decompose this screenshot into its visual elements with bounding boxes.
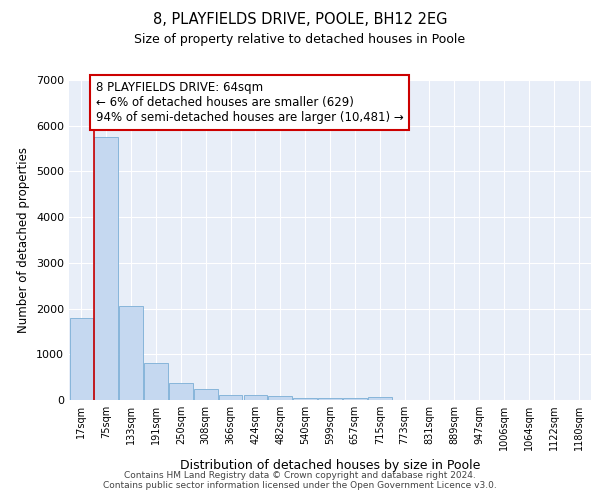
Bar	[144, 362, 168, 400]
Bar	[368, 397, 392, 400]
Y-axis label: Number of detached properties: Number of detached properties	[17, 147, 31, 333]
Text: 8 PLAYFIELDS DRIVE: 64sqm
← 6% of detached houses are smaller (629)
94% of semi-: 8 PLAYFIELDS DRIVE: 64sqm ← 6% of detach…	[96, 82, 404, 124]
Bar	[318, 398, 342, 400]
Bar	[194, 390, 218, 400]
Bar	[94, 137, 118, 400]
Bar	[219, 395, 242, 400]
Bar	[268, 396, 292, 400]
Bar	[293, 398, 317, 400]
Bar	[119, 306, 143, 400]
Text: 8, PLAYFIELDS DRIVE, POOLE, BH12 2EG: 8, PLAYFIELDS DRIVE, POOLE, BH12 2EG	[153, 12, 447, 28]
X-axis label: Distribution of detached houses by size in Poole: Distribution of detached houses by size …	[180, 458, 480, 471]
Bar	[343, 398, 367, 400]
Text: Size of property relative to detached houses in Poole: Size of property relative to detached ho…	[134, 32, 466, 46]
Bar	[70, 318, 93, 400]
Bar	[169, 383, 193, 400]
Text: Contains HM Land Registry data © Crown copyright and database right 2024.
Contai: Contains HM Land Registry data © Crown c…	[103, 470, 497, 490]
Bar	[244, 396, 267, 400]
